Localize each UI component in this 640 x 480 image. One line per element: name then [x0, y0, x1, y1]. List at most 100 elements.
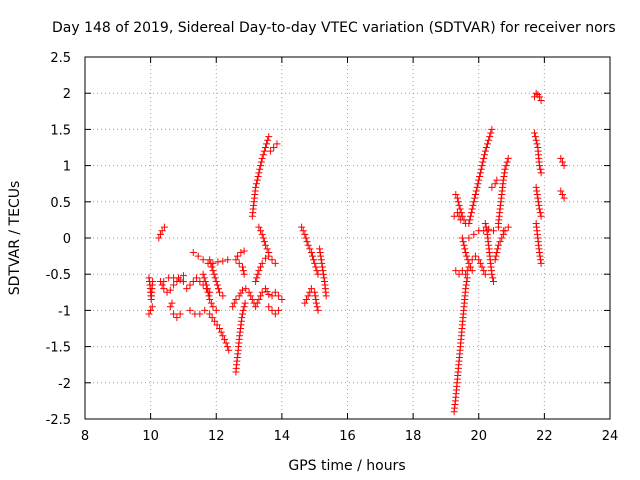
y-tick-label: 1 — [63, 160, 71, 175]
data-point — [501, 227, 509, 235]
data-point — [467, 263, 475, 271]
data-point — [240, 270, 248, 278]
data-point — [261, 144, 269, 151]
x-tick-label: 16 — [339, 429, 356, 444]
data-point — [479, 158, 487, 166]
data-point — [261, 285, 269, 293]
data-point — [501, 165, 509, 173]
data-point — [232, 296, 240, 304]
data-point — [173, 314, 181, 322]
data-point — [268, 256, 276, 264]
data-point — [536, 252, 544, 260]
y-tick-label: -1.5 — [46, 341, 71, 356]
data-point — [531, 133, 539, 141]
data-point — [535, 93, 543, 101]
data-point — [463, 274, 471, 282]
data-point — [482, 144, 490, 151]
data-point — [460, 241, 468, 249]
data-point — [453, 194, 461, 202]
data-point — [455, 201, 463, 209]
data-point — [216, 325, 224, 332]
data-point — [240, 247, 248, 255]
data-point — [535, 248, 543, 256]
data-point — [258, 288, 266, 296]
data-point — [469, 201, 477, 209]
data-point — [557, 154, 565, 162]
data-point — [471, 252, 479, 260]
data-point — [476, 169, 484, 177]
data-point — [504, 154, 512, 162]
data-point — [253, 274, 261, 282]
data-point — [480, 154, 488, 162]
data-point — [194, 252, 202, 260]
data-point — [207, 259, 215, 267]
data-point — [213, 321, 221, 329]
data-point — [252, 277, 260, 285]
data-point — [176, 310, 184, 318]
data-point — [537, 96, 545, 104]
x-tick-label: 20 — [470, 429, 487, 444]
data-point — [312, 299, 320, 307]
data-point — [223, 343, 231, 351]
data-point — [560, 162, 568, 170]
data-point — [303, 238, 311, 246]
data-point — [467, 212, 475, 220]
data-point — [158, 281, 166, 289]
data-point — [490, 227, 498, 235]
data-point — [536, 209, 544, 217]
data-point — [532, 136, 540, 144]
data-point — [537, 256, 545, 264]
data-point — [216, 288, 224, 296]
data-point — [486, 133, 494, 141]
data-point — [468, 205, 476, 213]
y-tick-label: 1.5 — [50, 123, 71, 138]
data-point — [487, 129, 495, 137]
data-point — [219, 332, 227, 340]
data-point — [465, 220, 473, 228]
data-point — [532, 183, 540, 191]
data-point — [478, 162, 486, 170]
data-point — [220, 335, 228, 343]
data-point — [263, 288, 271, 296]
data-point — [533, 191, 541, 199]
data-point — [299, 227, 307, 235]
data-point — [255, 223, 263, 231]
ticks — [84, 56, 611, 420]
data-point — [147, 306, 155, 314]
data-point — [452, 191, 460, 199]
data-point — [210, 270, 218, 278]
data-point — [201, 277, 209, 285]
data-point — [304, 241, 312, 249]
data-point — [558, 158, 566, 166]
data-point — [319, 270, 327, 278]
data-point — [253, 176, 261, 184]
data-point — [535, 205, 543, 213]
data-point — [461, 245, 469, 253]
data-point — [301, 299, 309, 307]
data-point — [252, 303, 260, 311]
data-point — [306, 245, 314, 253]
data-point — [160, 285, 168, 293]
data-point — [208, 314, 216, 322]
data-point — [173, 277, 181, 285]
data-point — [470, 198, 478, 206]
data-point — [263, 140, 271, 148]
data-point — [278, 296, 286, 304]
data-point — [312, 296, 320, 304]
data-point — [242, 285, 250, 293]
data-point — [481, 147, 489, 155]
data-point — [275, 306, 283, 314]
data-point — [499, 176, 507, 184]
data-point — [225, 346, 233, 354]
data-point — [456, 205, 464, 213]
x-tick-label: 22 — [536, 429, 553, 444]
data-point — [322, 292, 330, 300]
data-point — [209, 267, 217, 275]
data-point — [455, 212, 463, 220]
data-point — [536, 165, 544, 173]
data-point — [311, 259, 319, 267]
data-point — [252, 180, 260, 188]
data-point — [263, 245, 271, 253]
y-tick-label: 0.5 — [50, 196, 71, 211]
